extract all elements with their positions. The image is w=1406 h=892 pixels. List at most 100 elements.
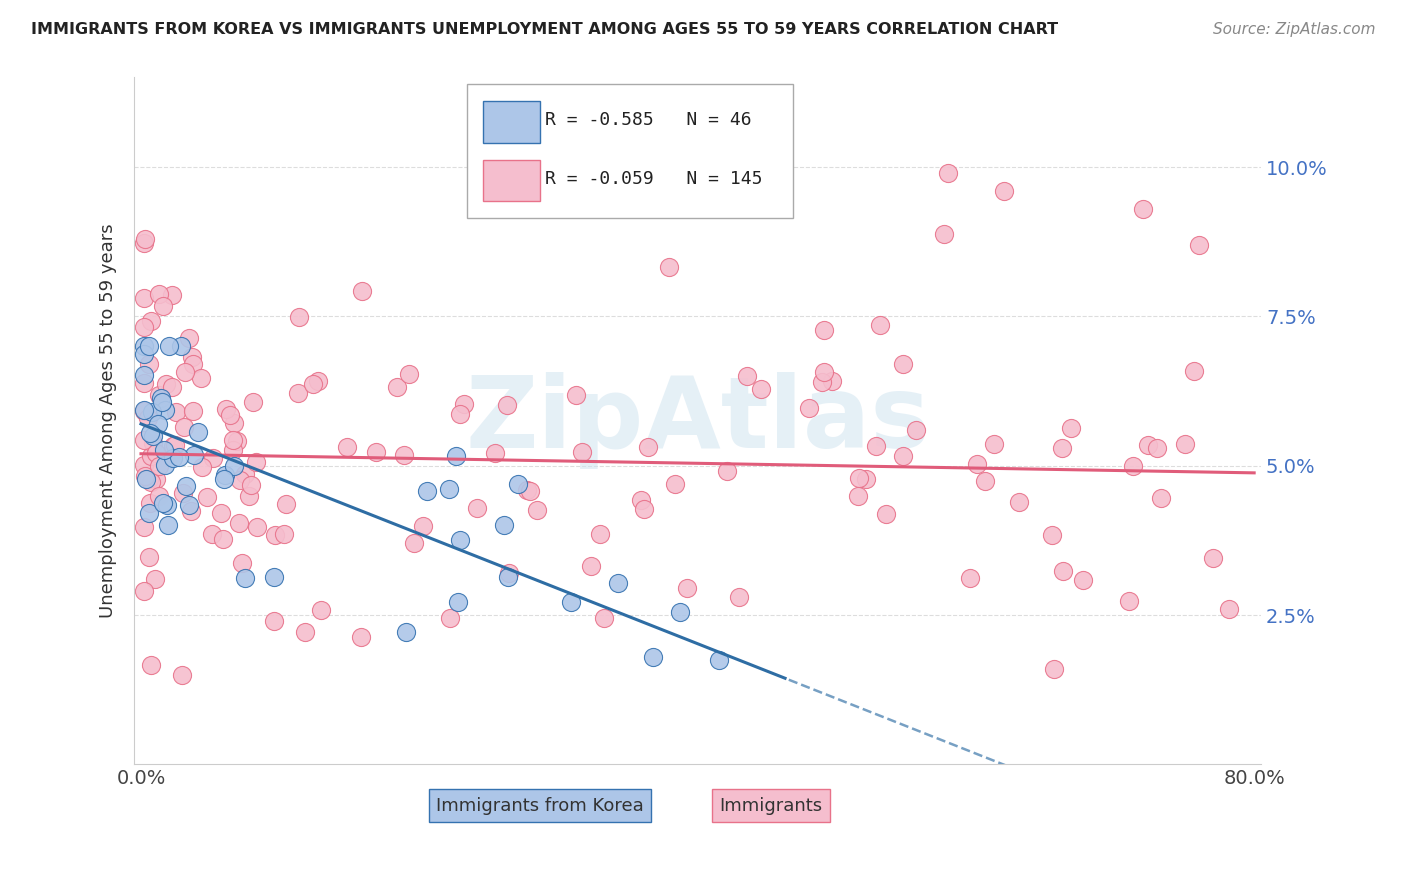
Point [519, 483, 541, 498]
Point [132, 520, 155, 534]
Point [209, 506, 232, 520]
Point [959, 570, 981, 584]
Point [1182, 363, 1205, 377]
Point [263, 528, 285, 542]
Point [191, 460, 214, 475]
Point [177, 331, 200, 345]
Point [571, 445, 593, 459]
Point [139, 496, 162, 510]
Point [231, 556, 253, 570]
Point [218, 408, 240, 422]
Point [225, 434, 247, 448]
Point [202, 451, 225, 466]
Point [132, 402, 155, 417]
Point [1118, 594, 1140, 608]
Point [162, 439, 184, 453]
Point [449, 407, 471, 421]
FancyBboxPatch shape [484, 160, 540, 201]
Point [139, 657, 162, 672]
Point [579, 559, 602, 574]
Point [165, 405, 187, 419]
Point [169, 450, 191, 464]
Point [395, 625, 418, 640]
Point [201, 527, 224, 541]
Point [1202, 550, 1225, 565]
Point [416, 483, 439, 498]
Point [1174, 436, 1197, 450]
Point [174, 365, 197, 379]
Point [183, 404, 205, 418]
Point [607, 576, 630, 591]
Point [132, 583, 155, 598]
Point [276, 497, 298, 511]
Point [1149, 491, 1171, 505]
Point [145, 472, 167, 486]
Point [238, 490, 260, 504]
Point [153, 458, 176, 472]
Point [132, 319, 155, 334]
Point [453, 396, 475, 410]
Point [1132, 202, 1154, 216]
Point [138, 472, 160, 486]
Point [148, 387, 170, 401]
Point [141, 405, 163, 419]
Point [589, 527, 612, 541]
Point [993, 184, 1015, 198]
Point [294, 625, 316, 640]
Point [165, 438, 187, 452]
Point [156, 518, 179, 533]
Point [132, 368, 155, 382]
Point [444, 449, 467, 463]
FancyBboxPatch shape [484, 102, 540, 143]
Point [797, 401, 820, 415]
Text: R = -0.059   N = 145: R = -0.059 N = 145 [546, 170, 763, 188]
Text: Immigrants from Korea: Immigrants from Korea [436, 797, 644, 814]
Point [152, 496, 174, 510]
Point [664, 477, 686, 491]
Point [153, 403, 176, 417]
Point [145, 446, 167, 460]
FancyBboxPatch shape [467, 85, 793, 219]
Point [876, 507, 898, 521]
Point [150, 395, 173, 409]
Point [142, 429, 165, 443]
Point [447, 595, 470, 609]
Point [148, 489, 170, 503]
Point [179, 498, 201, 512]
Point [813, 366, 835, 380]
Point [811, 376, 834, 390]
Point [1008, 495, 1031, 509]
Point [735, 368, 758, 383]
Point [190, 371, 212, 385]
Point [233, 571, 256, 585]
Point [134, 468, 156, 483]
Point [593, 611, 616, 625]
Point [222, 433, 245, 447]
Point [1218, 602, 1240, 616]
Point [228, 516, 250, 530]
Point [181, 357, 204, 371]
Point [633, 501, 655, 516]
Point [138, 339, 160, 353]
Point [172, 667, 194, 681]
Point [869, 318, 891, 332]
Point [891, 357, 914, 371]
Point [496, 570, 519, 584]
Point [233, 467, 256, 482]
Point [309, 603, 332, 617]
Point [132, 236, 155, 251]
Point [932, 227, 955, 241]
Point [157, 339, 180, 353]
Point [215, 402, 238, 417]
Point [288, 310, 311, 324]
Point [983, 437, 1005, 451]
Point [142, 436, 165, 450]
Point [263, 614, 285, 628]
Point [494, 518, 516, 533]
Point [138, 506, 160, 520]
Point [1052, 564, 1074, 578]
Point [172, 486, 194, 500]
Point [141, 313, 163, 327]
Point [966, 458, 988, 472]
Point [134, 291, 156, 305]
